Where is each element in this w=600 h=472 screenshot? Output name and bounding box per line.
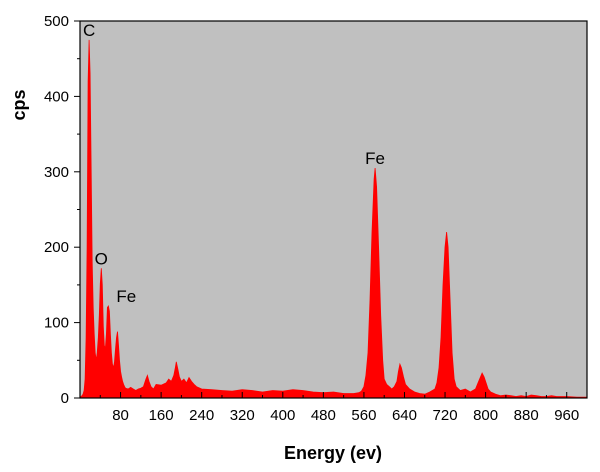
spectrum-series-0 (79, 39, 588, 399)
x-tick-label: 720 (433, 407, 458, 424)
plot-area (80, 21, 587, 398)
peak-label: O (95, 249, 108, 268)
peak-label: Fe (365, 149, 385, 168)
y-tick-label: 300 (44, 164, 69, 181)
peak-label: Fe (116, 287, 136, 306)
x-tick-label: 400 (270, 407, 295, 424)
y-tick-label: 0 (61, 390, 69, 407)
y-tick-label: 200 (44, 239, 69, 256)
y-axis-title: cps (9, 89, 29, 120)
y-tick-label: 100 (44, 315, 69, 332)
x-tick-label: 160 (149, 407, 174, 424)
x-tick-label: 800 (473, 407, 498, 424)
x-tick-label: 880 (514, 407, 539, 424)
x-axis-title: Energy (ev) (284, 443, 382, 463)
x-tick-label: 480 (311, 407, 336, 424)
x-tick-label: 240 (189, 407, 214, 424)
x-tick-label: 640 (392, 407, 417, 424)
x-tick-label: 80 (112, 407, 129, 424)
y-tick-label: 400 (44, 88, 69, 105)
peak-label: C (83, 21, 95, 40)
y-tick-label: 500 (44, 13, 69, 30)
x-tick-label: 960 (554, 407, 579, 424)
x-tick-label: 560 (351, 407, 376, 424)
x-tick-label: 320 (230, 407, 255, 424)
